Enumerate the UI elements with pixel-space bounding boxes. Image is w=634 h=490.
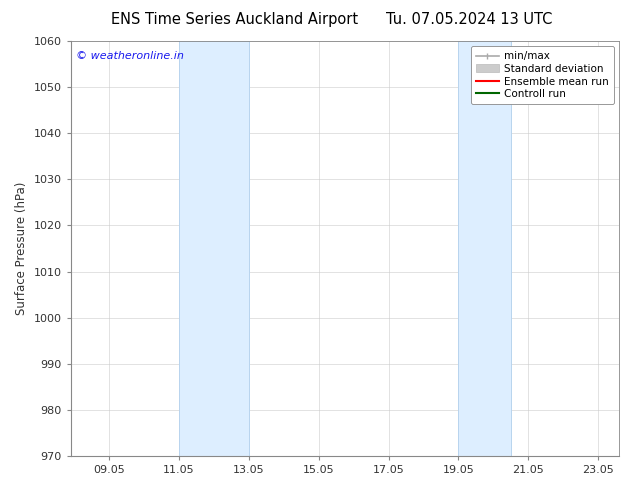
Legend: min/max, Standard deviation, Ensemble mean run, Controll run: min/max, Standard deviation, Ensemble me… [470,46,614,104]
Bar [458,41,511,456]
Bar [179,41,249,456]
Text: ENS Time Series Auckland Airport: ENS Time Series Auckland Airport [111,12,358,27]
Y-axis label: Surface Pressure (hPa): Surface Pressure (hPa) [15,182,28,315]
Text: © weatheronline.in: © weatheronline.in [76,51,184,61]
Text: Tu. 07.05.2024 13 UTC: Tu. 07.05.2024 13 UTC [386,12,552,27]
